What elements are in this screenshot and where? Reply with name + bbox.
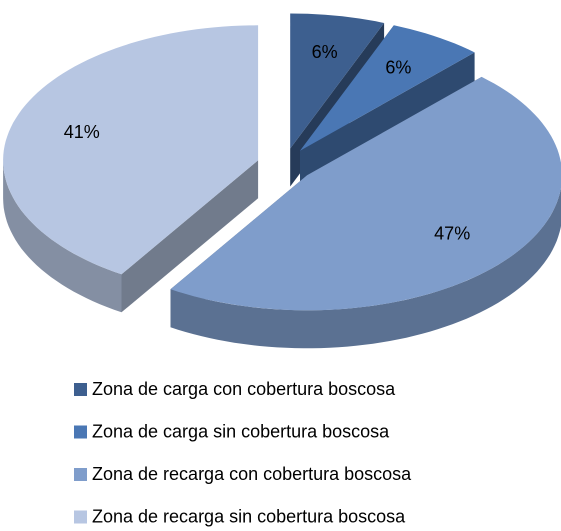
data-label: 47% <box>434 224 470 244</box>
legend-swatch <box>74 510 87 524</box>
slice <box>170 76 561 311</box>
legend-swatch <box>74 425 87 439</box>
slice-side <box>170 187 561 349</box>
legend-swatch <box>74 468 87 481</box>
legend-label: Zona de carga sin cobertura boscosa <box>92 421 390 441</box>
slice <box>300 25 475 151</box>
legend-label: Zona de recarga con cobertura boscosa <box>92 464 412 484</box>
legend-swatch <box>74 383 87 396</box>
data-label: 6% <box>385 57 411 77</box>
slice-side <box>3 160 122 313</box>
legend-label: Zona de carga con cobertura boscosa <box>92 379 396 399</box>
data-label: 6% <box>312 42 338 62</box>
slice-wall <box>121 160 259 313</box>
slice <box>290 13 385 149</box>
legend-label: Zona de recarga sin cobertura boscosa <box>92 506 406 526</box>
data-label: 41% <box>64 122 100 142</box>
slice-wall <box>300 52 475 189</box>
slice <box>3 25 259 275</box>
